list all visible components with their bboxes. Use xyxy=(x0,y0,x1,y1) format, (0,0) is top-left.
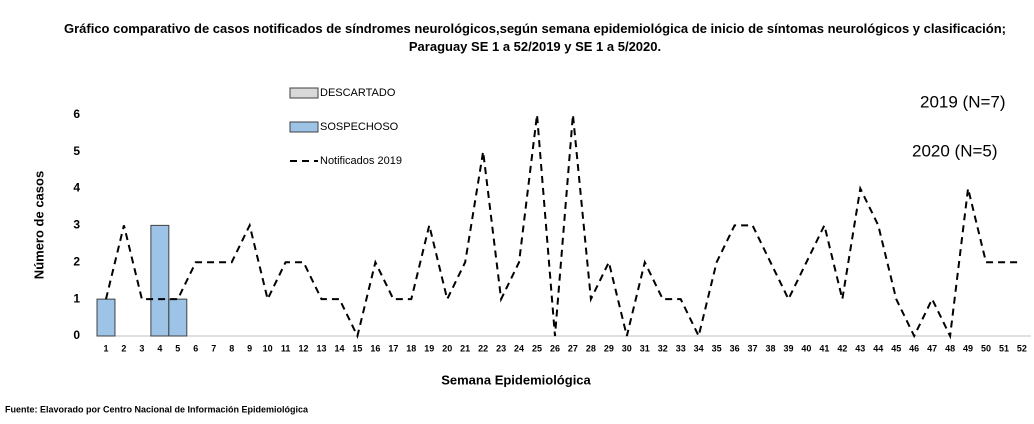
x-tick-label: 17 xyxy=(388,343,398,353)
bar xyxy=(150,224,170,337)
x-tick-label: 21 xyxy=(460,343,470,353)
x-tick-label: 45 xyxy=(891,343,901,353)
x-tick-label: 37 xyxy=(748,343,758,353)
x-tick-label: 29 xyxy=(604,343,614,353)
x-tick-label: 18 xyxy=(406,343,416,353)
x-tick-label: 51 xyxy=(999,343,1009,353)
x-tick-label: 4 xyxy=(157,343,162,353)
x-tick-label: 5 xyxy=(175,343,180,353)
x-tick-label: 38 xyxy=(765,343,775,353)
x-tick-label: 43 xyxy=(855,343,865,353)
x-axis-label: Semana Epidemiológica xyxy=(441,372,591,387)
x-tick-label: 27 xyxy=(568,343,578,353)
line xyxy=(105,114,1022,340)
x-tick-label: 19 xyxy=(424,343,434,353)
x-tick-label: 3 xyxy=(139,343,144,353)
legend-label: Notificados 2019 xyxy=(320,155,402,167)
x-tick-label: 15 xyxy=(352,343,362,353)
x-tick-label: 39 xyxy=(783,343,793,353)
legend-label: SOSPECHOSO xyxy=(320,121,399,133)
legend-swatch xyxy=(289,121,319,133)
x-tick-label: 35 xyxy=(712,343,722,353)
x-tick-label: 41 xyxy=(819,343,829,353)
x-tick-label: 16 xyxy=(370,343,380,353)
x-tick-label: 31 xyxy=(640,343,650,353)
x-tick-label: 34 xyxy=(694,343,704,353)
x-tick-label: 20 xyxy=(442,343,452,353)
x-tick-label: 6 xyxy=(193,343,198,353)
x-tick-label: 25 xyxy=(532,343,542,353)
annotation: 2019 (N=7) xyxy=(920,92,1006,111)
chart-title: Gráfico comparativo de casos notificados… xyxy=(63,21,1007,54)
x-tick-label: 33 xyxy=(676,343,686,353)
bar xyxy=(96,298,116,337)
x-tick-label: 36 xyxy=(730,343,740,353)
x-tick-label: 7 xyxy=(211,343,216,353)
x-tick-label: 1 xyxy=(103,343,108,353)
x-tick-label: 13 xyxy=(316,343,326,353)
y-tick-label: 1 xyxy=(73,291,80,305)
x-tick-label: 49 xyxy=(963,343,973,353)
y-tick-label: 4 xyxy=(73,181,80,195)
source: Fuente: Elavorado por Centro Nacional de… xyxy=(5,404,309,414)
x-tick-label: 14 xyxy=(334,343,344,353)
x-tick-label: 28 xyxy=(586,343,596,353)
x-tick-label: 30 xyxy=(622,343,632,353)
x-tick-label: 48 xyxy=(945,343,955,353)
annotation: 2020 (N=5) xyxy=(912,141,998,160)
x-tick-label: 40 xyxy=(801,343,811,353)
y-tick-label: 0 xyxy=(73,328,80,342)
x-tick-label: 22 xyxy=(478,343,488,353)
y-tick-label: 2 xyxy=(73,254,80,268)
x-tick-label: 44 xyxy=(873,343,883,353)
x-tick-label: 8 xyxy=(229,343,234,353)
x-tick-label: 12 xyxy=(299,343,309,353)
y-tick-label: 5 xyxy=(73,144,80,158)
y-axis-label: Número de casos xyxy=(31,171,46,279)
x-tick-label: 32 xyxy=(658,343,668,353)
y-tick-label: 6 xyxy=(73,107,80,121)
x-tick-label: 46 xyxy=(909,343,919,353)
x-tick-label: 2 xyxy=(121,343,126,353)
x-tick-label: 47 xyxy=(927,343,937,353)
x-tick-label: 24 xyxy=(514,343,524,353)
x-tick-label: 11 xyxy=(281,343,291,353)
x-tick-label: 26 xyxy=(550,343,560,353)
x-tick-label: 10 xyxy=(263,343,273,353)
y-tick-label: 3 xyxy=(73,218,80,232)
x-tick-label: 42 xyxy=(837,343,847,353)
bar xyxy=(168,298,188,337)
x-tick-label: 52 xyxy=(1017,343,1027,353)
legend-swatch xyxy=(289,87,319,99)
x-tick-label: 50 xyxy=(981,343,991,353)
x-tick-label: 9 xyxy=(247,343,252,353)
x-tick-label: 23 xyxy=(496,343,506,353)
legend-label: DESCARTADO xyxy=(320,87,396,99)
